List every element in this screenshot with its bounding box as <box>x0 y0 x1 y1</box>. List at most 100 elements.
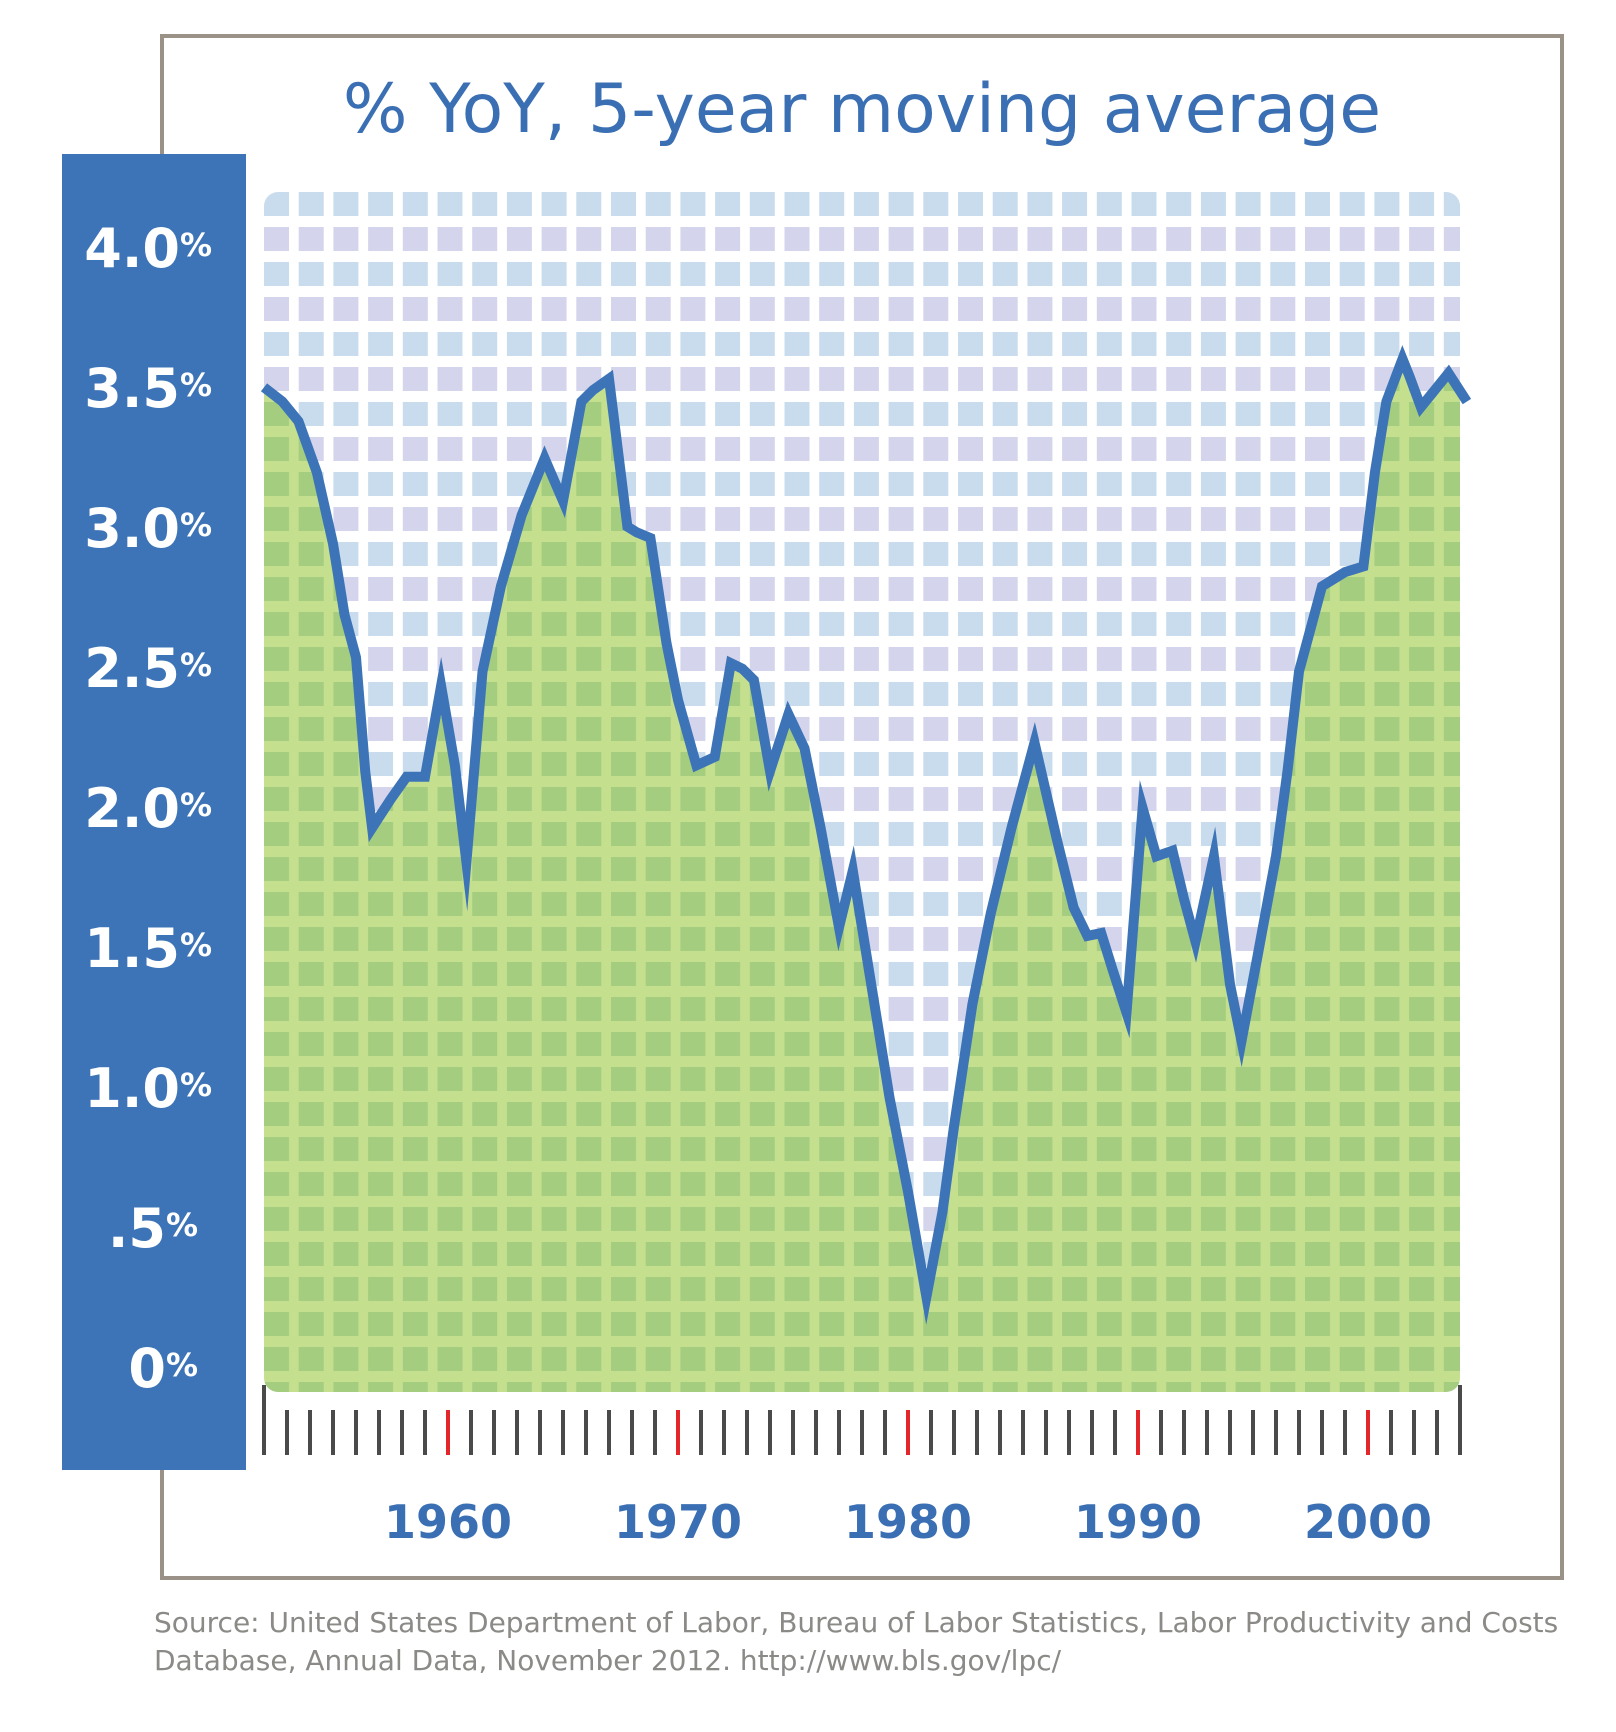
data-point-1987.2 <box>1071 905 1077 911</box>
data-point-1999.8 <box>1360 563 1366 569</box>
data-point-1999 <box>1342 569 1348 575</box>
data-point-1968.8 <box>647 535 653 541</box>
data-point-1970.8 <box>693 762 699 768</box>
data-point-1976.2 <box>818 825 824 831</box>
y-tick-label: 1.5% <box>84 917 212 980</box>
data-point-2001.8 <box>1406 373 1412 379</box>
data-point-1955.5 <box>342 612 348 618</box>
data-point-1990.8 <box>1153 853 1159 859</box>
data-point-1959.7 <box>438 683 444 689</box>
data-point-1967 <box>606 376 612 382</box>
data-point-1997 <box>1296 669 1302 675</box>
data-point-1958.2 <box>404 774 410 780</box>
data-point-2000.8 <box>1383 399 1389 405</box>
data-point-1996.5 <box>1285 768 1291 774</box>
data-point-1959 <box>422 774 428 780</box>
data-point-1961.5 <box>480 669 486 675</box>
data-point-1971.6 <box>712 754 718 760</box>
data-point-1988.9 <box>1110 967 1116 973</box>
data-point-1972.3 <box>728 660 734 666</box>
data-point-1985.5 <box>1032 740 1038 746</box>
data-point-1967.8 <box>624 524 630 530</box>
data-point-1957.5 <box>388 797 394 803</box>
data-point-1956.4 <box>362 768 368 774</box>
data-point-1989.5 <box>1124 1010 1130 1016</box>
data-point-1969.5 <box>664 640 670 646</box>
data-point-2003.5 <box>1446 370 1452 376</box>
data-point-1952.8 <box>279 399 285 405</box>
data-point-1988.4 <box>1098 930 1104 936</box>
data-point-2002.3 <box>1418 404 1424 410</box>
y-tick-label: 3.5% <box>84 357 212 420</box>
data-point-1987.8 <box>1084 933 1090 939</box>
x-tick-label: 2000 <box>1303 1495 1433 1549</box>
series-area <box>264 358 1460 1392</box>
data-point-1963.2 <box>519 512 525 518</box>
data-point-1972.8 <box>739 666 745 672</box>
data-point-1965 <box>560 498 566 504</box>
data-point-2004.3 <box>1464 399 1470 405</box>
y-tick-label: 2.5% <box>84 637 212 700</box>
data-point-1966.3 <box>590 387 596 393</box>
x-tick-label: 1980 <box>843 1495 973 1549</box>
data-point-1968.2 <box>634 529 640 535</box>
y-tick-label: 0% <box>128 1337 198 1400</box>
data-point-1991.5 <box>1170 848 1176 854</box>
data-point-1983.6 <box>988 910 994 916</box>
data-point-1956.7 <box>369 825 375 831</box>
data-point-1960.3 <box>452 762 458 768</box>
data-point-1980 <box>905 1189 911 1195</box>
data-point-1978.5 <box>871 996 877 1002</box>
data-point-1994.5 <box>1239 1038 1245 1044</box>
data-point-2000.3 <box>1372 470 1378 476</box>
data-point-1974 <box>767 768 773 774</box>
source-line-1: Source: United States Department of Labo… <box>154 1606 1559 1639</box>
data-point-1995.2 <box>1255 953 1261 959</box>
data-point-1965.8 <box>578 399 584 405</box>
data-point-1975.5 <box>802 745 808 751</box>
data-point-1981.5 <box>940 1209 946 1215</box>
x-axis-ticks <box>262 1385 1462 1455</box>
data-point-1993.3 <box>1211 853 1217 859</box>
y-tick-label: 4.0% <box>84 217 212 280</box>
series-line <box>260 345 1472 1325</box>
data-point-1994 <box>1227 981 1233 987</box>
y-axis-panel: 4.0% 3.5% 3.0% 2.5% 2.0% 1.5% 1.0% .5% 0… <box>62 154 246 1470</box>
data-point-1984.5 <box>1009 825 1015 831</box>
data-point-1996 <box>1273 853 1279 859</box>
data-point-1982.8 <box>969 1001 975 1007</box>
x-tick-label: 1960 <box>383 1495 513 1549</box>
data-point-1953.5 <box>296 418 302 424</box>
chart-title: % YoY, 5-year moving average <box>342 70 1382 149</box>
y-tick-label: .5% <box>107 1197 198 1260</box>
data-point-2001.5 <box>1400 356 1406 362</box>
data-point-1954.3 <box>314 470 320 476</box>
data-point-1962.3 <box>498 583 504 589</box>
data-point-1956 <box>353 654 359 660</box>
data-point-1952 <box>261 384 267 390</box>
data-point-1977.6 <box>850 868 856 874</box>
y-tick-label: 3.0% <box>84 497 212 560</box>
y-tick-label: 2.0% <box>84 777 212 840</box>
data-point-1982 <box>951 1123 957 1129</box>
x-tick-label: 1990 <box>1073 1495 1203 1549</box>
source-line-2: Database, Annual Data, November 2012. ht… <box>154 1644 1062 1677</box>
data-point-1992 <box>1181 896 1187 902</box>
x-tick-label: 1970 <box>613 1495 743 1549</box>
data-point-1980.8 <box>923 1294 929 1300</box>
data-point-1973.3 <box>751 677 757 683</box>
y-tick-label: 1.0% <box>84 1057 212 1120</box>
data-point-1974.8 <box>785 711 791 717</box>
data-point-1960.8 <box>463 859 469 865</box>
data-point-1990.2 <box>1140 805 1146 811</box>
data-point-1964.2 <box>542 455 548 461</box>
data-point-1986.5 <box>1055 839 1061 845</box>
data-point-1955 <box>330 541 336 547</box>
data-point-1998 <box>1319 583 1325 589</box>
source-note: Source: United States Department of Labo… <box>154 1604 1574 1680</box>
data-point-1979.2 <box>887 1095 893 1101</box>
data-point-1970 <box>675 697 681 703</box>
data-point-1977 <box>836 924 842 930</box>
data-point-1992.5 <box>1193 939 1199 945</box>
